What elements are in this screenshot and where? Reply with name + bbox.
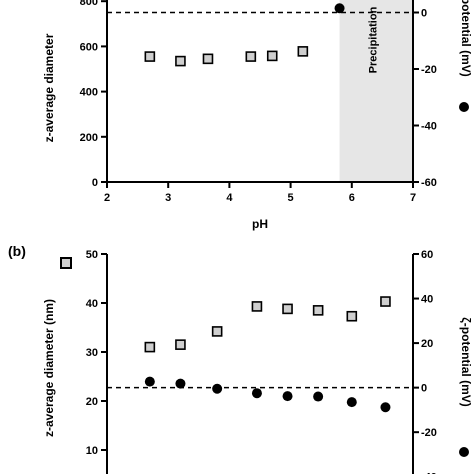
panel-a-diameter-point [202, 53, 214, 65]
panel-b-circle-legend-marker [459, 447, 469, 457]
panel-a-circle-legend-marker [459, 102, 469, 112]
panel-a-right-tick-label: 0 [421, 8, 427, 20]
panel-a-x-axis-ticks: 2 3 4 5 6 7 [104, 182, 416, 204]
panel-a-x-tick-label: 3 [165, 192, 171, 204]
panel-b-right-tick-label: 20 [421, 338, 433, 350]
panel-b-potential-point [380, 402, 391, 413]
panel-a-x-tick-label: 4 [226, 192, 233, 204]
panel-a-potential-point [334, 3, 345, 14]
panel-b-right-tick-label: 60 [421, 249, 433, 261]
panel-b-data-points [144, 296, 391, 413]
panel-b-diameter-point [175, 339, 186, 350]
panel-b-diameter-point [282, 303, 293, 315]
panel-b-right-tick-label: -40 [421, 472, 437, 474]
panel-b-diameter-point [144, 341, 156, 353]
panel-b-square-legend-marker [60, 257, 72, 269]
panel-b-right-axis-ticks: -40 -20 0 20 40 60 [413, 249, 437, 474]
panel-a-right-tick-label: -60 [421, 177, 437, 189]
panel-b-right-axis-title: ζ-potential (mV) [459, 317, 473, 407]
panel-a-left-tick-label: 600 [80, 41, 98, 53]
panel-b-potential-point [313, 391, 324, 402]
panel-b: (b) 10 20 30 40 50 -40 -20 0 20 40 60 z-average d… [8, 243, 473, 474]
panel-b-diameter-point [251, 301, 263, 312]
panel-b-left-axis-title: z-average diameter (nm) [42, 299, 56, 437]
panel-a-right-tick-label: -40 [421, 121, 437, 133]
panel-b-diameter-point [380, 296, 391, 307]
panel-a-left-axis-title: z-average diameter [42, 33, 56, 142]
panel-b-right-tick-label: 0 [421, 383, 427, 395]
panel-a-diameter-point [297, 46, 309, 57]
panel-a-x-tick-label: 7 [410, 192, 416, 204]
panel-a-left-tick-label: 800 [80, 0, 98, 8]
panel-b-left-tick-label: 10 [86, 445, 98, 457]
panel-b-potential-point [144, 376, 155, 387]
panel-b-right-tick-label: -20 [421, 427, 437, 439]
panel-b-right-tick-label: 40 [421, 294, 433, 306]
panel-b-left-tick-label: 20 [86, 396, 98, 408]
panel-a-left-tick-label: 0 [92, 177, 98, 189]
panel-b-potential-point [282, 391, 293, 402]
panel-a-x-tick-label: 6 [349, 192, 355, 204]
panel-a-right-tick-label: -20 [421, 64, 437, 76]
panel-b-left-tick-label: 50 [86, 249, 98, 261]
panel-a-left-tick-label: 400 [80, 87, 98, 99]
panel-a-x-tick-label: 5 [288, 192, 294, 204]
panel-b-potential-point [251, 388, 262, 399]
panel-b-left-tick-label: 40 [86, 298, 98, 310]
precipitation-label: Precipitation [367, 6, 379, 73]
panel-a-diameter-point [266, 50, 278, 62]
panel-a-diameter-point [175, 55, 186, 67]
panel-b-diameter-point [211, 326, 223, 337]
panel-a-x-tick-label: 2 [104, 192, 110, 204]
panel-a-right-axis-title: ζ-potential (mV) [459, 0, 473, 77]
panel-a-diameter-point [245, 51, 257, 62]
panel-b-diameter-point [312, 305, 324, 316]
panel-a-diameter-point [144, 51, 156, 62]
panel-a-data-points [144, 3, 345, 67]
panel-b-label: (b) [8, 243, 26, 259]
panel-b-potential-point [212, 383, 223, 394]
precipitation-region [339, 0, 413, 182]
panel-b-left-tick-label: 30 [86, 347, 98, 359]
panel-b-potential-point [175, 378, 186, 389]
panel-b-potential-point [346, 397, 357, 408]
panel-a-left-tick-label: 200 [80, 132, 98, 144]
panel-a-x-axis-title: pH [252, 217, 268, 231]
panel-a-left-axis-ticks: 02004006008001000 [80, 0, 107, 189]
panel-b-left-axis-ticks: 10 20 30 40 50 [86, 249, 107, 457]
panel-b-diameter-point [346, 310, 358, 322]
